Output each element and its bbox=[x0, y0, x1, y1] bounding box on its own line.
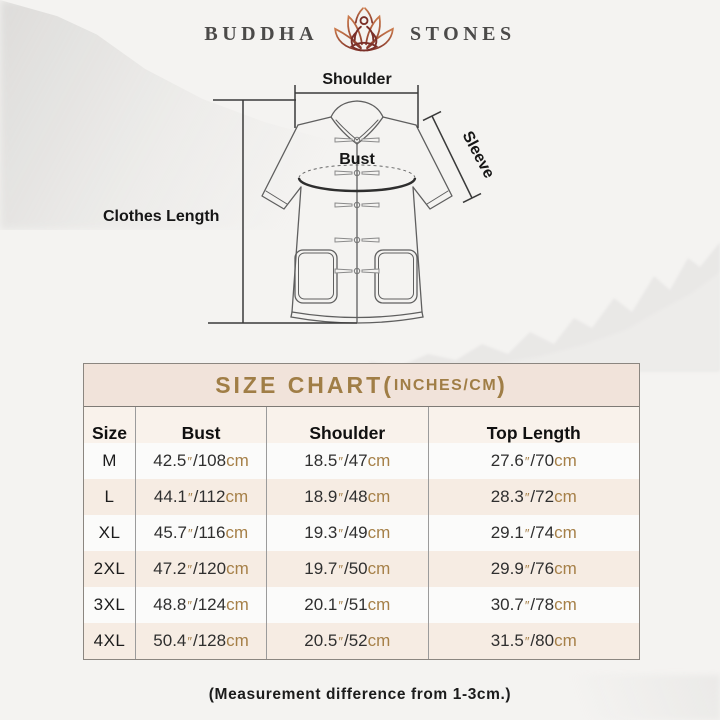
table-row: 4XL 50.4 ″/128 cm 20.5 ″/52 cm 31.5 ″/80 cm bbox=[84, 623, 639, 659]
garment-measurement-diagram: Shoulder Bust Clothes Length Sleeve bbox=[88, 60, 520, 352]
top-length-cell: 29.1 ″/74 cm bbox=[427, 515, 639, 551]
size-cell: XL bbox=[84, 515, 136, 551]
shoulder-label: Shoulder bbox=[322, 71, 391, 88]
size-chart-table: SIZE CHART(INCHES/CM) Size Bust Shoulder… bbox=[83, 363, 640, 660]
ink-mountain-background-bottomright bbox=[370, 242, 720, 372]
bust-cell: 47.2 ″/120 cm bbox=[135, 551, 267, 587]
measure-lines bbox=[208, 85, 482, 324]
shoulder-cell: 19.3 ″/49 cm bbox=[266, 515, 428, 551]
top-length-cell: 30.7 ″/78 cm bbox=[427, 587, 639, 623]
brand-name-left: BUDDHA bbox=[204, 22, 319, 45]
top-length-cell: 29.9 ″/76 cm bbox=[427, 551, 639, 587]
table-row: 2XL 47.2 ″/120 cm 19.7 ″/50 cm 29.9 ″/76 cm bbox=[84, 551, 639, 587]
clothes-length-label: Clothes Length bbox=[103, 208, 219, 225]
shoulder-cell: 20.5 ″/52 cm bbox=[266, 623, 428, 659]
size-chart-units: INCHES/CM bbox=[393, 377, 498, 394]
frog-buttons bbox=[334, 136, 380, 275]
bust-label: Bust bbox=[339, 151, 375, 168]
table-row: 3XL 48.8 ″/124 cm 20.1 ″/51 cm 30.7 ″/78 cm bbox=[84, 587, 639, 623]
shoulder-cell: 18.9 ″/48 cm bbox=[266, 479, 428, 515]
size-chart-title-bar: SIZE CHART(INCHES/CM) bbox=[84, 364, 639, 407]
ink-wash-bottom-right-corner bbox=[520, 675, 720, 720]
table-row: L 44.1 ″/112 cm 18.9 ″/48 cm 28.3 ″/72 cm bbox=[84, 479, 639, 515]
shoulder-cell: 19.7 ″/50 cm bbox=[266, 551, 428, 587]
bust-cell: 44.1 ″/112 cm bbox=[135, 479, 267, 515]
size-chart-title: SIZE CHART bbox=[215, 371, 384, 398]
shoulder-cell: 20.1 ″/51 cm bbox=[266, 587, 428, 623]
size-cell: M bbox=[84, 443, 136, 479]
bust-cell: 45.7 ″/116 cm bbox=[135, 515, 267, 551]
tang-shirt-drawing bbox=[261, 100, 453, 324]
lotus-meditation-icon bbox=[334, 7, 394, 52]
size-cell: 3XL bbox=[84, 587, 136, 623]
brand-name-right: STONES bbox=[410, 22, 516, 45]
top-length-cell: 31.5 ″/80 cm bbox=[427, 623, 639, 659]
bust-cell: 50.4 ″/128 cm bbox=[135, 623, 267, 659]
size-chart-grid: Size Bust Shoulder Top Length M 42.5 ″/10… bbox=[84, 407, 639, 479]
bust-cell: 42.5 ″/108 cm bbox=[135, 443, 267, 479]
bust-measure-ellipse bbox=[297, 164, 417, 193]
bust-cell: 48.8 ″/124 cm bbox=[135, 587, 267, 623]
measurement-note: (Measurement difference from 1-3cm.) bbox=[208, 686, 512, 703]
size-cell: 2XL bbox=[84, 551, 136, 587]
top-length-cell: 28.3 ″/72 cm bbox=[427, 479, 639, 515]
top-length-cell: 27.6 ″/70 cm bbox=[427, 443, 639, 479]
brand-header: BUDDHA bbox=[0, 6, 720, 62]
size-cell: 4XL bbox=[84, 623, 136, 659]
table-row: XL 45.7 ″/116 cm 19.3 ″/49 cm 29.1 ″/74 cm bbox=[84, 515, 639, 551]
sleeve-label: Sleeve bbox=[459, 129, 498, 182]
size-cell: L bbox=[84, 479, 136, 515]
shoulder-cell: 18.5 ″/47 cm bbox=[266, 443, 428, 479]
